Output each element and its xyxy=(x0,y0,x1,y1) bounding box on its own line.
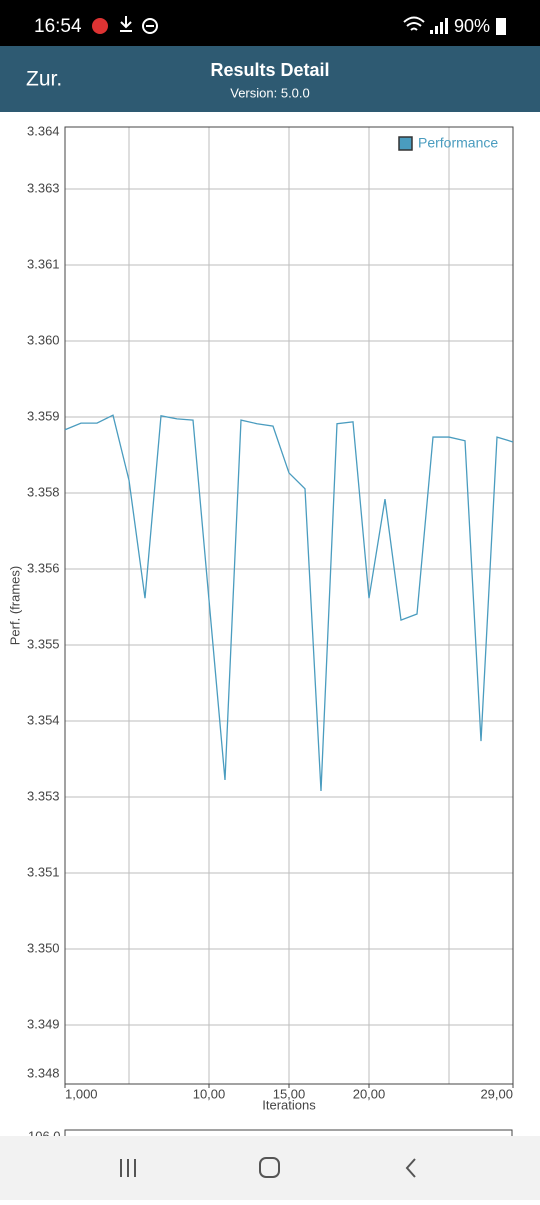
back-nav-button[interactable] xyxy=(405,1158,416,1178)
recents-button[interactable] xyxy=(120,1159,136,1177)
home-button[interactable] xyxy=(259,1157,280,1178)
y-tick-label: 3.348 xyxy=(27,1065,60,1080)
back-button[interactable]: Zur. xyxy=(26,68,62,91)
x-tick-label: 29,00 xyxy=(480,1086,513,1101)
y-tick-label: 3.361 xyxy=(27,256,60,271)
y-tick-label: 3.364 xyxy=(27,123,60,138)
x-tick-label: 1,000 xyxy=(65,1086,98,1101)
y-tick-label: 3.354 xyxy=(27,712,60,727)
y-tick-label: 3.349 xyxy=(27,1016,60,1031)
y-tick-label: 3.359 xyxy=(27,408,60,423)
legend-label: Performance xyxy=(418,135,498,151)
chart: 3.364 3.363 3.361 3.360 3.359 3.358 3.356 3.355… xyxy=(7,123,514,1112)
page-title: Results Detail xyxy=(210,60,329,80)
page-subtitle: Version: 5.0.0 xyxy=(230,85,310,100)
status-icon xyxy=(92,18,108,34)
y-tick-label: 3.356 xyxy=(27,560,60,575)
y-tick-label: 3.358 xyxy=(27,484,60,499)
status-bar xyxy=(0,0,540,46)
signal-icon xyxy=(430,18,448,34)
x-tick-label: 10,00 xyxy=(193,1086,226,1101)
y-tick-label: 3.353 xyxy=(27,788,60,803)
y-tick-label: 3.360 xyxy=(27,332,60,347)
app-bar xyxy=(0,46,540,112)
x-axis-label: Iterations xyxy=(262,1097,316,1112)
nav-bar xyxy=(0,1136,540,1200)
x-tick-label: 15,00 xyxy=(273,1086,306,1101)
status-time: 16:54 xyxy=(34,16,82,37)
y-axis-label: Perf. (frames) xyxy=(7,566,22,645)
battery-level: 90% xyxy=(454,16,490,36)
download-icon xyxy=(120,16,132,32)
y-tick-label: 3.363 xyxy=(27,180,60,195)
y-tick-label: 3.355 xyxy=(27,636,60,651)
x-tick-label: 20,00 xyxy=(353,1086,386,1101)
wifi-icon xyxy=(403,16,425,31)
battery-icon xyxy=(496,18,506,35)
legend-swatch xyxy=(398,136,413,151)
plot-frame xyxy=(64,126,514,1085)
data-line xyxy=(64,414,514,791)
y-tick-label: 3.351 xyxy=(27,864,60,879)
dnd-icon xyxy=(142,18,158,34)
y-tick-label: 3.350 xyxy=(27,940,60,955)
